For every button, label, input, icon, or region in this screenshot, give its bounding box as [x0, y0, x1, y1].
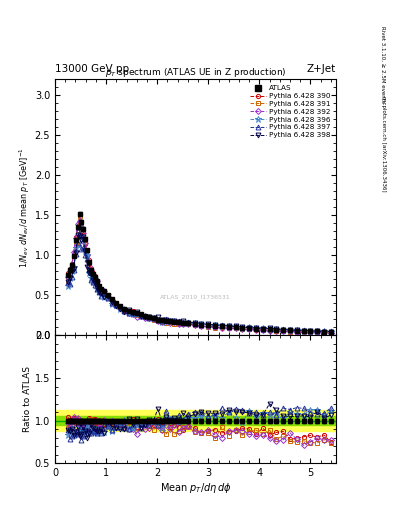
Y-axis label: $1/N_{ev}$ $dN_{ev}/d$ mean $p_T$ $[\mathrm{GeV}]^{-1}$: $1/N_{ev}$ $dN_{ev}/d$ mean $p_T$ $[\mat… [17, 147, 32, 268]
Text: Z+Jet: Z+Jet [307, 64, 336, 74]
Legend: ATLAS, Pythia 6.428 390, Pythia 6.428 391, Pythia 6.428 392, Pythia 6.428 396, P: ATLAS, Pythia 6.428 390, Pythia 6.428 39… [248, 83, 332, 140]
Title: $p_T$ spectrum (ATLAS UE in Z production): $p_T$ spectrum (ATLAS UE in Z production… [105, 66, 286, 79]
X-axis label: Mean $p_T/d\eta\,d\phi$: Mean $p_T/d\eta\,d\phi$ [160, 481, 231, 495]
Text: Rivet 3.1.10, ≥ 2.5M events: Rivet 3.1.10, ≥ 2.5M events [381, 26, 386, 102]
Y-axis label: Ratio to ATLAS: Ratio to ATLAS [23, 367, 32, 432]
Bar [55, 411, 336, 431]
Text: ATLAS_2019_I1736531: ATLAS_2019_I1736531 [160, 294, 231, 300]
Text: mcplots.cern.ch [arXiv:1306.3436]: mcplots.cern.ch [arXiv:1306.3436] [381, 96, 386, 191]
Text: 13000 GeV pp: 13000 GeV pp [55, 64, 129, 74]
Bar [55, 416, 336, 425]
